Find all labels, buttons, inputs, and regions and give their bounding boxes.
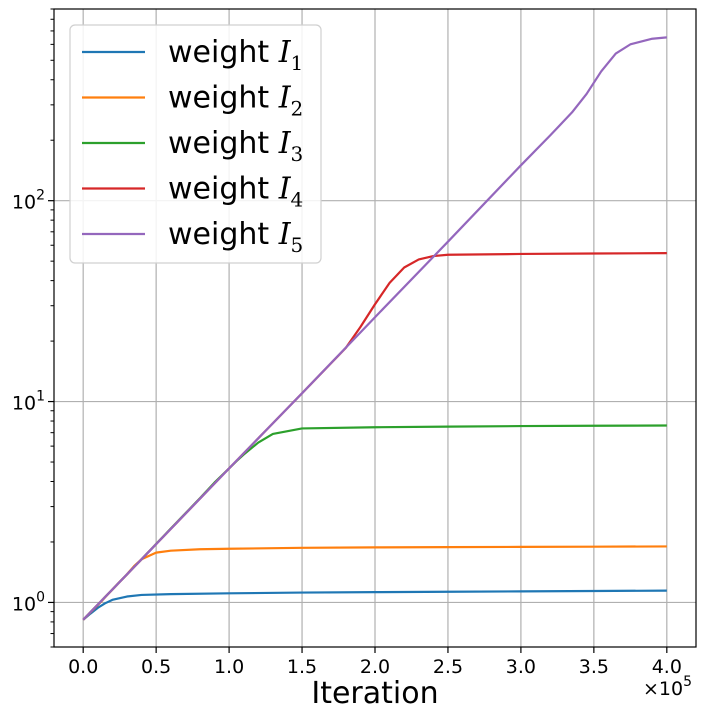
- x-tick-label: 0.0: [68, 656, 98, 678]
- legend-box: [69, 24, 322, 264]
- x-tick-label: 3.0: [506, 656, 536, 678]
- x-axis-multiplier: ×105: [643, 674, 692, 700]
- legend-label-i3: weight I3: [168, 126, 303, 166]
- legend-label-i2: weight I2: [168, 81, 303, 121]
- legend-label-i4: weight I4: [168, 172, 303, 212]
- y-tick-label: 100: [12, 589, 45, 615]
- legend: weight I1 weight I2 weight I3 weight I4 weig…: [69, 24, 322, 264]
- x-tick-label: 2.0: [360, 656, 390, 678]
- x-tick-label: 0.5: [141, 656, 171, 678]
- x-tick-label: 3.5: [579, 656, 609, 678]
- x-tick-label: 1.0: [214, 656, 244, 678]
- y-tick-label: 102: [12, 188, 45, 214]
- y-tick-label: 101: [12, 389, 45, 415]
- series-line-i1: [82, 589, 667, 621]
- x-tick-label: 1.5: [287, 656, 317, 678]
- series-line-i5: [82, 36, 667, 621]
- x-axis-title: Iteration: [311, 676, 438, 711]
- legend-label-i1: weight I1: [168, 35, 303, 75]
- series-layer: [82, 36, 667, 621]
- x-tick-label: 2.5: [433, 656, 463, 678]
- x-tick-label: 4.0: [652, 656, 682, 678]
- legend-label-i5: weight I5: [168, 217, 303, 257]
- ticks: [48, 8, 668, 653]
- tick-labels: 0.0 0.5 1.0 1.5 2.0 2.5 3.0 3.5 4.0 100 101 102: [12, 188, 682, 678]
